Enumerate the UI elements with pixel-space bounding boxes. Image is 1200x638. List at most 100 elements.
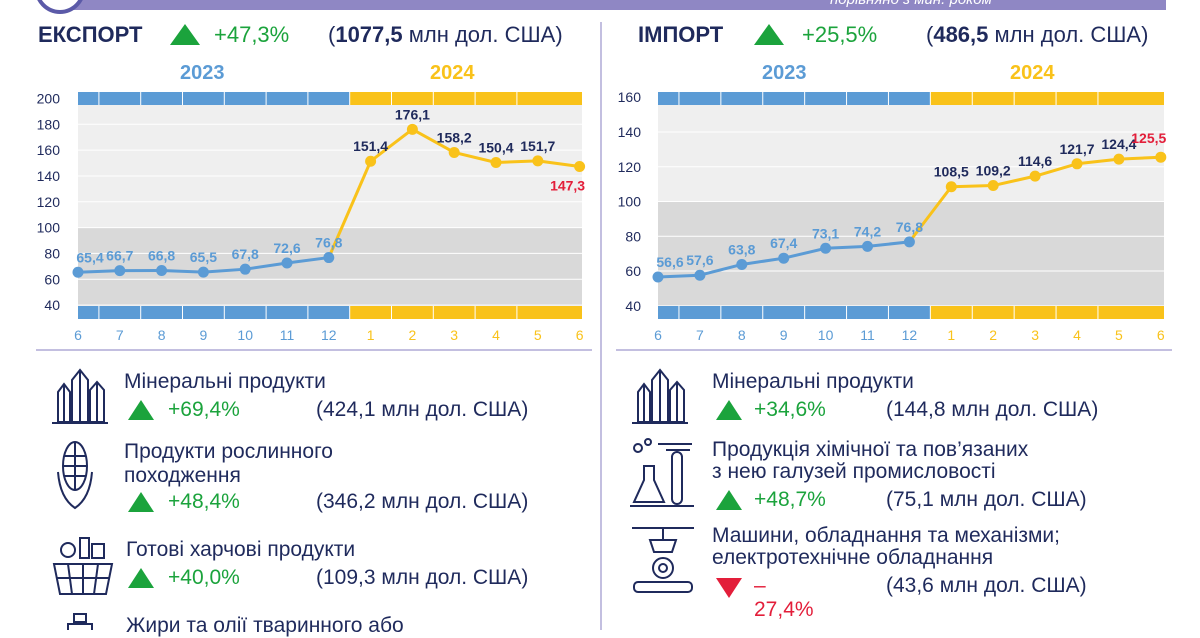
import-data-label: 125,5 <box>1131 130 1166 146</box>
import-data-point <box>1072 158 1083 169</box>
export-bottom-bar-2024 <box>350 306 582 319</box>
import-bottom-bar-2024 <box>930 306 1164 319</box>
export-data-point <box>532 155 543 166</box>
export-y-tick-label: 60 <box>44 271 60 287</box>
crystals-icon <box>50 366 110 426</box>
export-item-name: Жири та олії тваринного або <box>126 614 404 638</box>
export-item-name-line2: походження <box>124 464 241 488</box>
export-data-label: 151,4 <box>353 138 388 154</box>
export-data-point <box>407 124 418 135</box>
import-data-point <box>988 180 999 191</box>
import-top-bar-2024 <box>930 92 1164 105</box>
import-y-tick-label: 100 <box>618 194 642 210</box>
export-item-name: Готові харчові продукти <box>126 538 355 562</box>
import-data-label: 114,6 <box>1018 153 1052 169</box>
import-item-change: –27,4% <box>754 574 814 622</box>
export-bottom-bar-2023 <box>78 306 350 319</box>
import-line-segment <box>1119 157 1161 159</box>
export-data-label: 72,6 <box>273 240 300 256</box>
import-data-label: 73,1 <box>812 225 839 241</box>
up-triangle-icon <box>716 490 742 510</box>
export-x-tick-label: 3 <box>450 327 458 343</box>
export-x-tick-label: 1 <box>367 327 375 343</box>
crystals-icon <box>630 366 690 426</box>
export-item-value: (424,1 млн дол. США) <box>316 398 528 422</box>
import-item-name-line2: з нею галузей промисловості <box>712 460 996 484</box>
import-x-tick-label: 1 <box>947 327 955 343</box>
import-data-point <box>1030 171 1041 182</box>
import-y-tick-label: 140 <box>618 124 642 140</box>
up-triangle-icon <box>128 568 154 588</box>
import-y-tick-label: 60 <box>625 263 641 279</box>
import-data-point <box>736 259 747 270</box>
import-x-tick-label: 8 <box>738 327 746 343</box>
export-item-value: (346,2 млн дол. США) <box>316 490 528 514</box>
export-data-point <box>365 156 376 167</box>
export-y-tick-label: 80 <box>44 245 60 261</box>
import-item-value: (75,1 млн дол. США) <box>886 488 1087 512</box>
import-x-tick-label: 10 <box>818 327 834 343</box>
import-line-segment <box>658 275 700 277</box>
up-triangle-icon <box>716 400 742 420</box>
export-line-segment <box>496 161 538 163</box>
export-y-tick-label: 140 <box>37 168 61 184</box>
import-data-point <box>904 236 915 247</box>
export-line-chart: 40608010012014016018020065,4666,7766,886… <box>0 0 600 360</box>
export-x-tick-label: 5 <box>534 327 542 343</box>
import-data-label: 63,8 <box>728 241 755 257</box>
corn-icon <box>50 436 100 512</box>
export-top-bar-2023 <box>78 92 350 105</box>
import-y-tick-label: 160 <box>618 89 642 105</box>
export-x-tick-label: 10 <box>237 327 253 343</box>
import-item-name: Машини, обладнання та механізми; <box>712 524 1060 548</box>
export-x-tick-label: 9 <box>200 327 208 343</box>
import-data-label: 108,5 <box>934 164 969 180</box>
import-item-name: Мінеральні продукти <box>712 370 914 394</box>
export-y-tick-label: 40 <box>44 297 60 313</box>
export-x-tick-label: 6 <box>74 327 82 343</box>
import-y-tick-label: 40 <box>625 298 641 314</box>
import-x-tick-label: 3 <box>1031 327 1039 343</box>
export-data-point <box>198 267 209 278</box>
export-x-tick-label: 8 <box>158 327 166 343</box>
export-data-label: 150,4 <box>478 140 513 156</box>
export-item-name: Продукти рослинного <box>124 440 333 464</box>
export-item-change: +69,4% <box>168 398 240 422</box>
export-data-point <box>282 257 293 268</box>
import-line-segment <box>951 186 993 187</box>
export-data-label: 66,8 <box>148 247 175 263</box>
down-triangle-icon <box>716 578 742 598</box>
oil-bottle-icon <box>50 612 110 632</box>
export-x-tick-label: 4 <box>492 327 500 343</box>
import-line-chart: 40608010012014016056,6657,6763,8867,4973… <box>600 0 1200 360</box>
export-line-segment <box>162 270 204 272</box>
import-data-label: 109,2 <box>976 163 1011 179</box>
food-basket-icon <box>50 534 116 598</box>
import-item-value: (43,6 млн дол. США) <box>886 574 1087 598</box>
import-data-label: 121,7 <box>1059 141 1094 157</box>
import-top-bar-2023 <box>658 92 930 105</box>
import-x-tick-label: 11 <box>860 327 875 343</box>
import-item-name: Продукція хімічної та пов’язаних <box>712 438 1028 462</box>
import-x-tick-label: 6 <box>1157 327 1165 343</box>
export-data-point <box>449 147 460 158</box>
import-line-segment <box>826 246 868 248</box>
up-triangle-icon <box>128 492 154 512</box>
import-data-label: 74,2 <box>854 223 881 239</box>
export-x-tick-label: 12 <box>321 327 337 343</box>
import-data-point <box>862 241 873 252</box>
export-data-label: 151,7 <box>520 138 555 154</box>
import-x-tick-label: 9 <box>780 327 788 343</box>
import-item-value: (144,8 млн дол. США) <box>886 398 1098 422</box>
import-data-label: 76,8 <box>896 219 923 235</box>
import-data-point <box>946 181 957 192</box>
export-data-point <box>240 264 251 275</box>
export-data-point <box>323 252 334 263</box>
import-data-point <box>820 243 831 254</box>
export-data-point <box>491 157 502 168</box>
import-x-tick-label: 4 <box>1073 327 1081 343</box>
export-y-tick-label: 160 <box>37 142 61 158</box>
export-data-label: 66,7 <box>106 248 133 264</box>
export-data-label: 76,8 <box>315 235 342 251</box>
export-data-label: 67,8 <box>232 246 259 262</box>
